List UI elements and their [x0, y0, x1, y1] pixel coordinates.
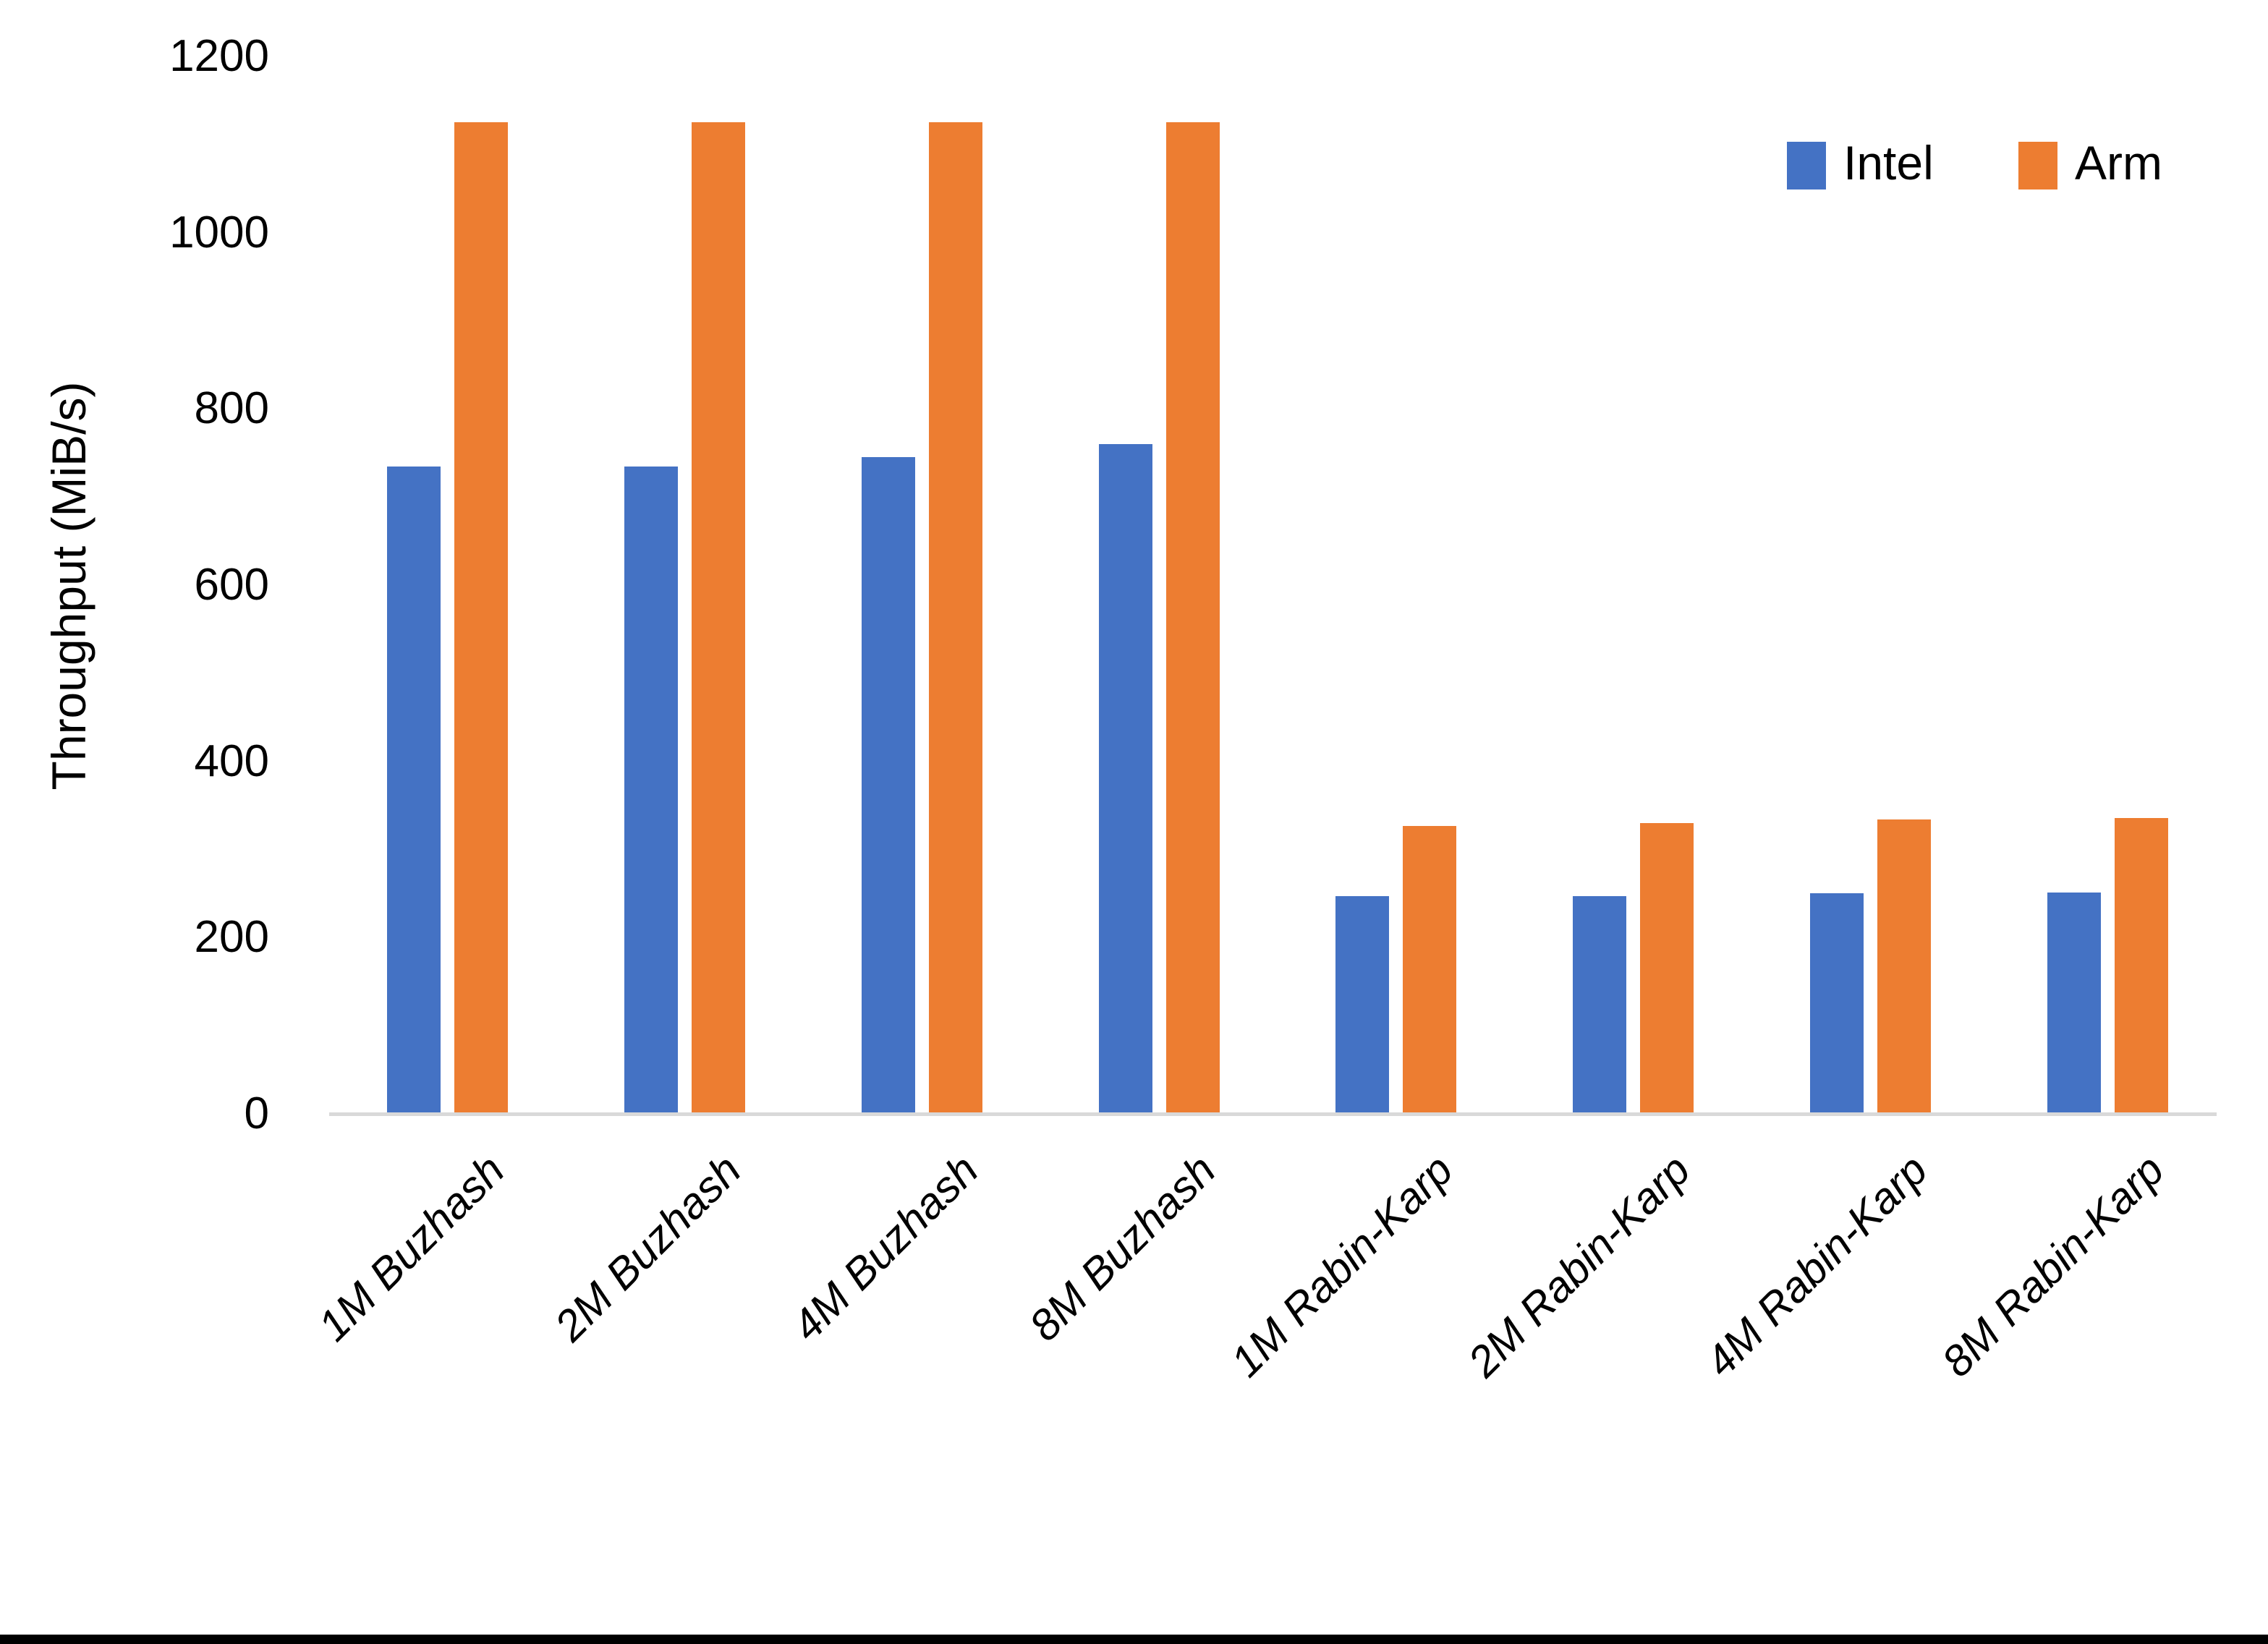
- bar-arm-8m-rabin-karp: [2114, 817, 2168, 1114]
- legend-swatch-intel: [1787, 142, 1826, 189]
- bar-intel-8m-buzhash: [1098, 444, 1152, 1114]
- bottom-border-line: [0, 1635, 2268, 1644]
- bar-arm-2m-buzhash: [691, 122, 745, 1114]
- legend-label-intel: Intel: [1843, 136, 1934, 189]
- bar-intel-4m-buzhash: [861, 457, 915, 1114]
- y-tick-label-800: 800: [194, 383, 269, 434]
- y-tick-label-400: 400: [194, 736, 269, 786]
- x-axis-line: [329, 1112, 2217, 1116]
- y-tick-label-200: 200: [194, 912, 269, 963]
- bar-arm-4m-rabin-karp: [1877, 819, 1932, 1114]
- bar-arm-1m-buzhash: [454, 122, 508, 1114]
- y-tick-label-600: 600: [194, 560, 269, 610]
- bar-arm-2m-rabin-karp: [1640, 822, 1694, 1114]
- y-tick-label-1200: 1200: [169, 31, 269, 81]
- x-category-label-2m-buzhash: 2M Buzhash: [545, 1145, 751, 1350]
- y-tick-label-0: 0: [244, 1089, 269, 1138]
- bar-intel-1m-buzhash: [387, 466, 441, 1114]
- bar-intel-1m-rabin-karp: [1335, 896, 1390, 1114]
- x-category-label-8m-buzhash: 8M Buzhash: [1019, 1145, 1226, 1350]
- bar-arm-8m-buzhash: [1165, 122, 1220, 1114]
- x-category-label-2m-rabin-karp: 2M Rabin-Karp: [1458, 1145, 1699, 1387]
- bar-intel-4m-rabin-karp: [1810, 893, 1864, 1114]
- bar-intel-8m-rabin-karp: [2047, 893, 2101, 1114]
- x-category-label-1m-rabin-karp: 1M Rabin-Karp: [1221, 1145, 1462, 1387]
- legend-label-arm: Arm: [2075, 136, 2162, 189]
- bar-arm-4m-buzhash: [928, 122, 982, 1114]
- bar-arm-1m-rabin-karp: [1403, 825, 1457, 1114]
- x-category-label-8m-rabin-karp: 8M Rabin-Karp: [1932, 1145, 2174, 1387]
- x-category-label-4m-rabin-karp: 4M Rabin-Karp: [1695, 1145, 1937, 1387]
- legend-swatch-arm: [2018, 142, 2057, 189]
- bar-intel-2m-rabin-karp: [1573, 896, 1627, 1114]
- x-category-label-1m-buzhash: 1M Buzhash: [308, 1145, 514, 1350]
- bar-intel-2m-buzhash: [624, 466, 678, 1114]
- y-tick-label-1000: 1000: [169, 207, 269, 257]
